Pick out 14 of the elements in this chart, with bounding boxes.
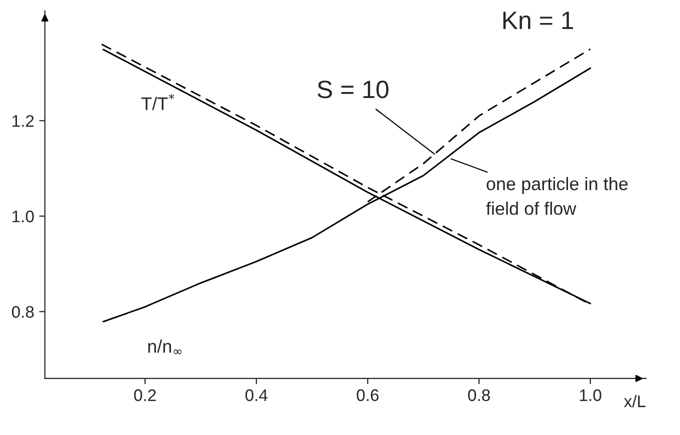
- x-tick-label: 0.8: [468, 389, 490, 402]
- annotation: n/n$_{∞}$: [148, 340, 182, 354]
- chart-title: Kn = 1: [503, 12, 574, 29]
- x-tick-label: 1.0: [580, 389, 602, 402]
- y-tick-label: 1.2: [12, 115, 34, 127]
- annotation: one particle in the field of flow: [486, 176, 628, 215]
- x-tick-label: 0.4: [245, 389, 268, 402]
- annotation: S = 10: [318, 80, 388, 98]
- y-tick-label: 0.8: [12, 306, 34, 318]
- x-axis-title: x/L: [624, 394, 646, 408]
- annotation: T/T$^{*}$: [141, 94, 174, 110]
- y-tick-label: 1.0: [12, 210, 34, 222]
- x-tick-label: 0.6: [356, 389, 379, 402]
- x-tick-label: 0.2: [134, 389, 156, 402]
